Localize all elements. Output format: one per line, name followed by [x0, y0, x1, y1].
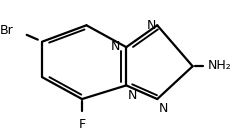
- Text: NH₂: NH₂: [208, 59, 232, 72]
- Text: F: F: [78, 118, 86, 131]
- Text: N: N: [158, 103, 168, 116]
- Text: N: N: [110, 40, 120, 53]
- Text: N: N: [127, 89, 137, 102]
- Text: N: N: [147, 19, 156, 32]
- Text: Br: Br: [0, 24, 14, 37]
